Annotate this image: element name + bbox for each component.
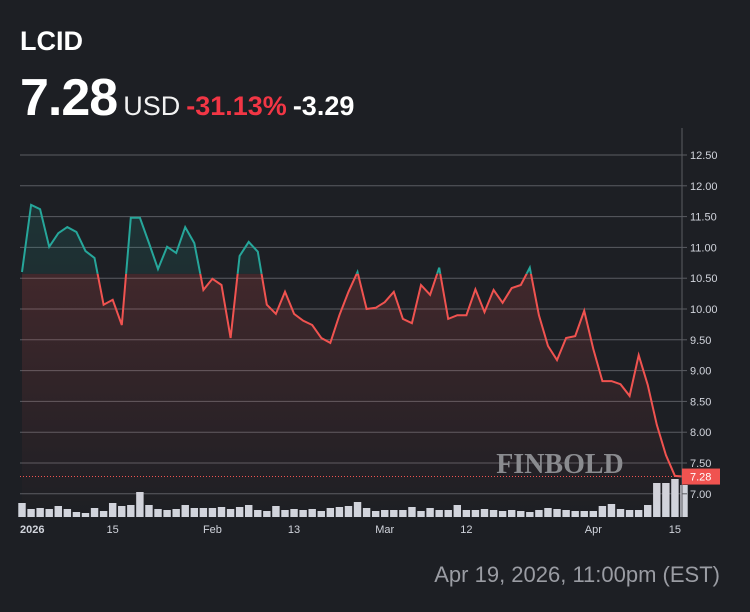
y-tick-label: 12.50: [690, 150, 718, 162]
y-tick-label: 8.00: [690, 427, 711, 439]
y-tick-label: 7.00: [690, 489, 711, 501]
watermark: FINBOLD: [496, 449, 624, 480]
y-tick-label: 9.00: [690, 366, 711, 378]
last-price-label: 7.28: [690, 472, 711, 484]
price-line-up: [21, 203, 533, 274]
x-tick-label: 2026: [20, 524, 44, 536]
y-tick-label: 8.50: [690, 396, 711, 408]
ticker-symbol: LCID: [20, 26, 83, 56]
y-tick-label: 7.50: [690, 458, 711, 470]
x-tick-label: Mar: [375, 524, 394, 536]
last-price-box: [682, 468, 720, 485]
current-price: 7.28: [20, 69, 118, 127]
y-tick-label: 9.50: [690, 335, 711, 347]
currency: USD: [123, 91, 181, 121]
y-axis: 12.50 12.00 11.50 11.00 10.50 10.00 9.50 9.00 8.…: [681, 128, 720, 517]
y-tick-label: 10.00: [690, 304, 718, 316]
x-tick-label: 15: [669, 524, 681, 536]
y-tick-label: 11.50: [690, 212, 717, 224]
y-tick-label: 10.50: [690, 273, 718, 285]
price-series: [20, 203, 685, 517]
area-fill-up: [22, 204, 684, 274]
timestamp: Apr 19, 2026, 11:00pm (EST): [434, 562, 720, 587]
price-line-down: [96, 273, 685, 478]
x-tick-label: 15: [107, 524, 119, 536]
x-tick-label: Apr: [585, 524, 602, 536]
y-tick-label: 11.00: [690, 242, 717, 254]
x-axis: 2026 15 Feb 13 Mar 12 Apr 15: [20, 524, 681, 536]
change-abs: -3.29: [292, 91, 355, 121]
y-tick-label: 12.00: [690, 181, 718, 193]
change-percent: -31.13%: [186, 91, 287, 121]
x-tick-label: 13: [288, 524, 300, 536]
x-tick-label: Feb: [203, 524, 222, 536]
x-tick-label: 12: [460, 524, 472, 536]
price-row: 7.28 USD -31.13% -3.29: [20, 68, 354, 128]
area-fill-down: [22, 273, 684, 517]
